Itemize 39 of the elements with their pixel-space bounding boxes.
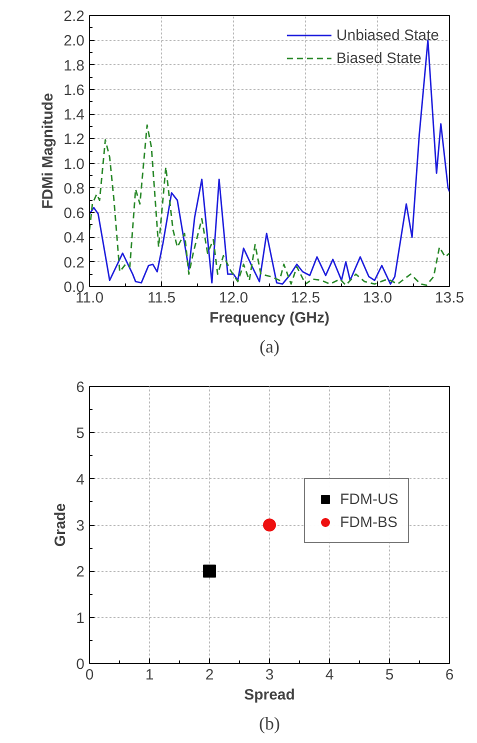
y-tick-label: 1.8	[64, 57, 85, 74]
y-axis-title: Grade	[52, 503, 70, 547]
y-tick-label: 1.0	[64, 156, 85, 173]
y-tick-label: 2.2	[64, 8, 85, 25]
legend-label: Unbiased State	[336, 26, 439, 44]
x-tick-label: 2	[205, 666, 214, 684]
text: (a)	[260, 336, 280, 356]
legend-label: Biased State	[336, 50, 422, 66]
x-axis-title: Spread	[244, 686, 295, 704]
x-tick-label: 12.5	[290, 290, 320, 306]
y-tick-label: 2	[76, 564, 84, 581]
y-tick-label: 1.2	[64, 131, 85, 148]
legend-label: FDM-US	[340, 490, 398, 508]
x-tick-label: 13.0	[362, 290, 392, 306]
y-tick-label: 1.6	[64, 82, 85, 99]
x-tick-label: 12.0	[218, 290, 248, 306]
y-axis-title: FDMi Magnitude	[40, 93, 57, 209]
y-tick-label: 0	[76, 656, 84, 673]
y-tick-label: 0.4	[64, 230, 85, 247]
y-tick-label: 4	[76, 471, 84, 488]
x-tick-label: 11.5	[147, 290, 176, 306]
y-tick-label: 0.8	[64, 180, 85, 198]
x-axis-title: Frequency (GHz)	[209, 310, 330, 326]
y-tick-label: 1	[76, 610, 84, 627]
y-tick-label: 0.2	[64, 254, 85, 272]
x-tick-label: 1	[145, 666, 154, 684]
x-tick-label: 6	[445, 666, 454, 684]
x-tick-label: 4	[325, 666, 334, 684]
y-tick-label: 2.0	[64, 32, 85, 50]
y-tick-label: 0.6	[64, 205, 85, 222]
x-tick-label: 3	[265, 666, 274, 684]
y-tick-label: 5	[76, 425, 84, 442]
legend-label: FDM-BS	[340, 514, 398, 530]
text: (b)	[259, 714, 280, 734]
y-tick-label: 6	[76, 379, 84, 396]
y-tick-label: 1.4	[64, 106, 85, 124]
x-tick-label: 5	[385, 666, 394, 684]
y-tick-label: 3	[76, 518, 84, 534]
x-tick-label: 13.5	[434, 290, 464, 306]
